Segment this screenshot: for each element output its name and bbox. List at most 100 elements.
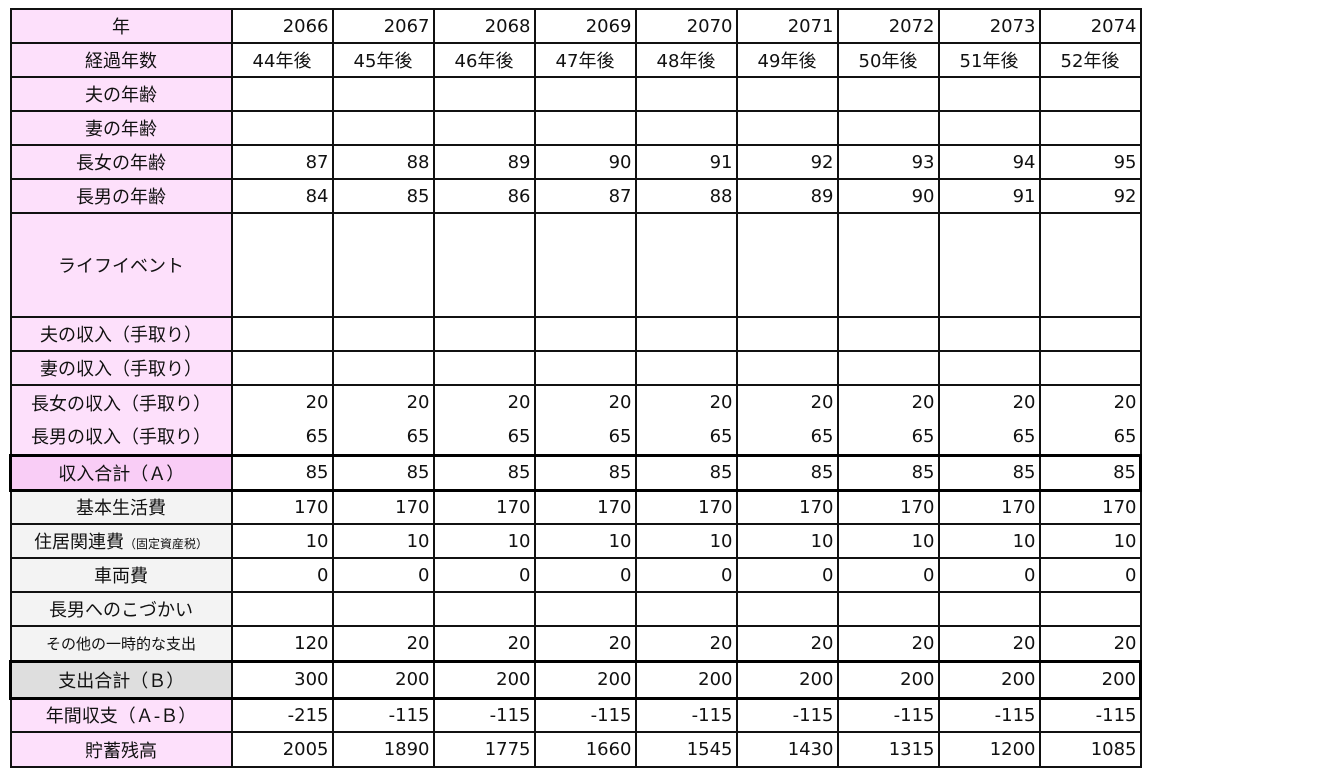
table-row: 妻の年齢 bbox=[9, 110, 1142, 146]
table-cell: 20 bbox=[331, 384, 435, 419]
table-cell: 20 bbox=[937, 384, 1041, 419]
table-cell: 89 bbox=[735, 178, 839, 214]
table-cell bbox=[836, 110, 940, 146]
row-label: 車両費 bbox=[9, 557, 233, 593]
table-cell: 84 bbox=[230, 178, 334, 214]
table-cell: 85 bbox=[331, 453, 435, 492]
table-cell bbox=[533, 316, 637, 352]
table-cell: 0 bbox=[230, 557, 334, 593]
row-label: 夫の収入（手取り） bbox=[9, 316, 233, 352]
table-cell: 1890 bbox=[331, 731, 435, 768]
table-cell: 2073 bbox=[937, 8, 1041, 44]
table-row: 支出合計（Ｂ） 300 200 200 200 200 200 200 200 200 bbox=[9, 659, 1142, 700]
table-cell bbox=[1038, 591, 1142, 627]
table-cell: 65 bbox=[331, 419, 435, 456]
table-cell: 20 bbox=[432, 625, 536, 662]
row-label-text: 車両費 bbox=[94, 566, 148, 587]
row-label-text: 夫の年齢 bbox=[85, 85, 157, 106]
table-cell bbox=[836, 350, 940, 386]
row-label: 妻の年齢 bbox=[9, 110, 233, 146]
table-cell bbox=[533, 76, 637, 112]
table-cell: 85 bbox=[432, 453, 536, 492]
table-cell: 88 bbox=[331, 144, 435, 180]
table-cell: 10 bbox=[937, 523, 1041, 559]
table-row: 長男の年齢 84 85 86 87 88 89 90 91 92 bbox=[9, 178, 1142, 214]
table-cell bbox=[432, 110, 536, 146]
table-cell bbox=[735, 110, 839, 146]
table-cell: 1660 bbox=[533, 731, 637, 768]
table-cell: 20 bbox=[533, 625, 637, 662]
table-cell: 94 bbox=[937, 144, 1041, 180]
table-cell: 10 bbox=[533, 523, 637, 559]
row-label-text: 長男の収入（手取り） bbox=[31, 427, 211, 449]
table-cell bbox=[331, 76, 435, 112]
table-cell: 86 bbox=[432, 178, 536, 214]
row-label-text: 夫の収入（手取り） bbox=[40, 325, 202, 346]
table-cell bbox=[1038, 212, 1142, 318]
table-cell bbox=[634, 76, 738, 112]
table-cell: 10 bbox=[432, 523, 536, 559]
row-label-text: 年間収支（Ａ-Ｂ） bbox=[45, 706, 197, 728]
table-cell: 2074 bbox=[1038, 8, 1142, 44]
table-cell: -115 bbox=[937, 697, 1041, 733]
row-label: 支出合計（Ｂ） bbox=[9, 659, 233, 700]
table-cell: 95 bbox=[1038, 144, 1142, 180]
table-cell: -215 bbox=[230, 697, 334, 733]
table-cell bbox=[735, 212, 839, 318]
table-cell bbox=[331, 316, 435, 352]
table-cell bbox=[331, 212, 435, 318]
table-cell: 44年後 bbox=[230, 42, 334, 78]
table-cell bbox=[432, 76, 536, 112]
table-cell: 170 bbox=[836, 489, 940, 525]
row-label: 年 bbox=[9, 8, 233, 44]
row-label: 貯蓄残高 bbox=[9, 731, 233, 768]
table-cell bbox=[735, 591, 839, 627]
table-cell: 1545 bbox=[634, 731, 738, 768]
row-label-text: 長男へのこづかい bbox=[49, 600, 193, 621]
row-label-text: 年 bbox=[112, 17, 130, 38]
table-cell: 52年後 bbox=[1038, 42, 1142, 78]
table-cell bbox=[735, 76, 839, 112]
table-cell: 85 bbox=[1038, 453, 1142, 492]
table-cell: 85 bbox=[230, 453, 334, 492]
row-label-text: 長女の年齢 bbox=[76, 153, 166, 174]
table-cell: 89 bbox=[432, 144, 536, 180]
table-cell bbox=[836, 76, 940, 112]
table-cell: 200 bbox=[432, 659, 536, 700]
table-cell: -115 bbox=[1038, 697, 1142, 733]
table-cell: 2068 bbox=[432, 8, 536, 44]
table-cell: 93 bbox=[836, 144, 940, 180]
row-label: 長男の収入（手取り） bbox=[9, 419, 233, 456]
table-cell bbox=[1038, 110, 1142, 146]
table-cell: 65 bbox=[432, 419, 536, 456]
table-cell: 87 bbox=[230, 144, 334, 180]
table-cell: 47年後 bbox=[533, 42, 637, 78]
row-label-text: ライフイベント bbox=[58, 256, 184, 277]
table-cell: 20 bbox=[1038, 625, 1142, 662]
table-cell bbox=[533, 110, 637, 146]
table-cell: 85 bbox=[634, 453, 738, 492]
table-cell: 0 bbox=[634, 557, 738, 593]
table-cell: -115 bbox=[634, 697, 738, 733]
table-cell: 20 bbox=[735, 384, 839, 419]
table-cell: 91 bbox=[634, 144, 738, 180]
table-cell: 65 bbox=[937, 419, 1041, 456]
table-cell: 200 bbox=[937, 659, 1041, 700]
table-cell bbox=[1038, 316, 1142, 352]
table-cell: 10 bbox=[1038, 523, 1142, 559]
table-cell bbox=[230, 110, 334, 146]
row-label: 年間収支（Ａ-Ｂ） bbox=[9, 697, 233, 733]
table-cell: 2070 bbox=[634, 8, 738, 44]
table-cell: 0 bbox=[533, 557, 637, 593]
table-cell: 0 bbox=[735, 557, 839, 593]
table-row: 妻の収入（手取り） bbox=[9, 350, 1142, 386]
row-label: 夫の年齢 bbox=[9, 76, 233, 112]
table-cell: 20 bbox=[634, 625, 738, 662]
table-cell bbox=[331, 350, 435, 386]
row-label: ライフイベント bbox=[9, 212, 233, 318]
table-row: 長女の収入（手取り） 20 20 20 20 20 20 20 20 20 bbox=[9, 384, 1142, 419]
table-cell: 65 bbox=[230, 419, 334, 456]
table-cell: 200 bbox=[836, 659, 940, 700]
table-cell: 170 bbox=[230, 489, 334, 525]
row-label-text: 収入合計（Ａ） bbox=[58, 463, 185, 485]
